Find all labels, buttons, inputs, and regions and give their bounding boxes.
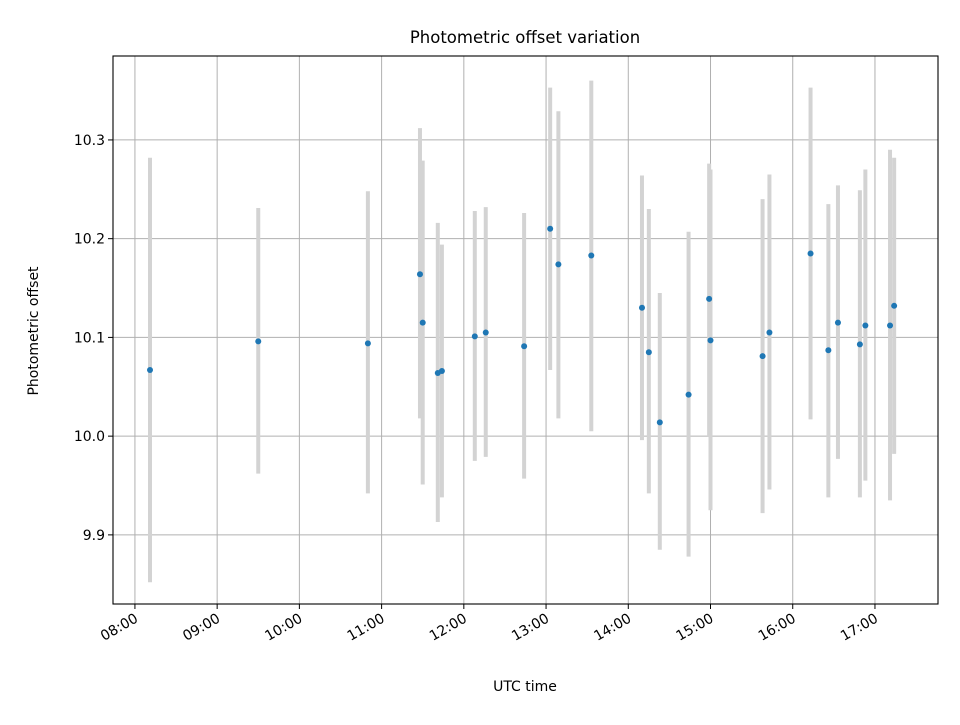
data-point [364, 340, 371, 347]
plot-area-frame [112, 55, 939, 605]
data-point [147, 366, 154, 373]
y-tick-label: 10.1 [74, 330, 105, 346]
data-point [255, 338, 262, 345]
chart-title: Photometric offset variation [410, 28, 640, 47]
y-tick-label: 10.0 [74, 429, 105, 445]
data-point [862, 322, 869, 329]
x-axis-label: UTC time [493, 679, 557, 695]
data-point [685, 391, 692, 398]
data-point [521, 343, 528, 350]
y-axis-ticks: 9.9 10.0 10.1 10.2 10.3 [74, 133, 113, 544]
data-point [706, 295, 713, 302]
data-point [707, 337, 714, 344]
data-points [147, 225, 898, 426]
data-point [482, 329, 489, 336]
data-point [656, 419, 663, 426]
data-point [416, 271, 423, 278]
data-point [419, 319, 426, 326]
data-point [825, 347, 832, 354]
y-tick-label: 9.9 [83, 528, 105, 544]
data-point [887, 322, 894, 329]
data-point [834, 319, 841, 326]
data-point [588, 252, 595, 259]
y-axis-label: Photometric offset [26, 266, 42, 396]
data-point [638, 304, 645, 311]
data-point [891, 302, 898, 309]
data-point [807, 250, 814, 257]
data-point [645, 349, 652, 356]
data-point [471, 333, 478, 340]
data-point [438, 367, 445, 374]
data-point [766, 329, 773, 336]
data-point [759, 353, 766, 360]
y-tick-label: 10.2 [74, 232, 105, 248]
data-point [547, 225, 554, 232]
y-tick-label: 10.3 [74, 133, 105, 149]
data-point [555, 261, 562, 268]
data-point [856, 341, 863, 348]
